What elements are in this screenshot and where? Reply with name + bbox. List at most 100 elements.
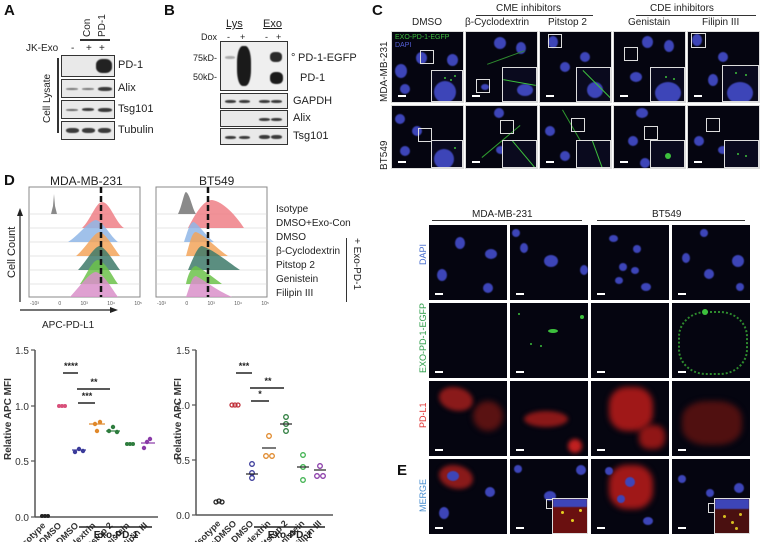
svg-text:**: **: [90, 377, 98, 387]
legend-item: Filipin III: [276, 288, 314, 299]
svg-text:1.5: 1.5: [176, 346, 190, 357]
y-axis-label: Cell Count: [6, 226, 18, 278]
x-tick: -10³: [157, 301, 166, 307]
micrograph-mda-pitstop2: [539, 31, 612, 103]
cell-lysate-bracket: [57, 58, 59, 133]
group-label-exo: Exo: [263, 18, 282, 30]
micrograph-e-dapi-4: [671, 224, 751, 301]
marker-75kd: 75kD-: [193, 53, 218, 63]
group-line-bt549: [597, 220, 745, 221]
micrograph-bt549-pitstop2: [539, 105, 612, 169]
chart-bt549-mfi: 1.5 1.0 0.5 0.0 Relative APC MFI *** ** …: [173, 346, 333, 542]
blot-alix: [61, 79, 115, 98]
legend-item: DMSO+Exo-Con: [276, 218, 351, 229]
row-label-egfp: EXO-PD-1-EGFP: [418, 302, 428, 373]
legend-item: Isotype: [276, 204, 309, 215]
x-tick: 10³: [207, 301, 215, 307]
micrograph-e-egfp-3: [590, 302, 670, 379]
lane-sign: -: [265, 32, 268, 42]
svg-text:0.0: 0.0: [176, 511, 190, 522]
blot-tubulin: [61, 121, 115, 140]
micrograph-bt549-dmso: [391, 105, 464, 169]
x-tick: 0: [185, 301, 189, 307]
column-group-mda: MDA-MB-231: [472, 209, 533, 220]
blot-label: PD-1: [118, 59, 144, 71]
micrograph-e-dapi-1: [428, 224, 508, 301]
group-line-mda: [432, 220, 582, 221]
panel-letter-c: C: [372, 2, 383, 19]
svg-text:0.5: 0.5: [176, 456, 190, 467]
micrograph-bt549-cyclodextrin: [465, 105, 538, 169]
x-ticks-mda: -10³ 0 10³ 10⁴ 10⁵: [30, 301, 142, 307]
x-tick: 10⁵: [261, 301, 269, 307]
micrograph-e-pdl1-1: [428, 380, 508, 457]
panel-letter-a: A: [4, 2, 15, 19]
chart-mda-mfi: 1.5 1.0 0.5 0.0 Relative APC MFI **** **…: [3, 346, 158, 542]
blot-tsg101: [61, 100, 115, 119]
group-header-cme: CME inhibitors: [496, 3, 562, 14]
bracket-label-exo-pd1: + Exo-PD-1: [351, 238, 362, 290]
row-label-dapi: DAPI: [418, 243, 428, 265]
blot-pd1: [61, 55, 115, 77]
legend-item: Pitstop 2: [276, 260, 315, 271]
lane-sign: +: [240, 32, 246, 42]
group-label-cell-lysate: Cell Lysate: [42, 73, 53, 123]
row-label-merge: MERGE: [418, 478, 428, 512]
blot-tsg101-b: [220, 128, 288, 145]
x-tick: 10⁴: [234, 301, 242, 307]
lane-sign: -: [227, 32, 230, 42]
row-label-mda: MDA-MB-231: [379, 41, 390, 102]
group-header-cde: CDE inhibitors: [650, 3, 714, 14]
svg-text:Exo-PD-1: Exo-PD-1: [268, 530, 313, 541]
row-label-dox: Dox: [201, 32, 218, 42]
micrograph-e-dapi-3: [590, 224, 670, 301]
lane-header-pd1: PD-1: [97, 14, 108, 37]
histogram-legend: Isotype DMSO+Exo-Con DMSO β-Cyclodextrin…: [276, 203, 351, 301]
cde-header-line: [636, 15, 756, 16]
micrograph-e-merge-3: [590, 458, 670, 535]
svg-text:Relative APC MFI: Relative APC MFI: [3, 378, 14, 460]
blot-label: Tsg101: [118, 103, 154, 115]
row-label-jk-exo: JK-Exo: [26, 43, 59, 54]
micrograph-e-egfp-1: [428, 302, 508, 379]
column-header: DMSO: [412, 17, 442, 28]
row-label-bt549: BT549: [379, 140, 390, 170]
legend-item: DMSO: [276, 232, 306, 243]
column-group-bt549: BT549: [652, 209, 682, 220]
panel-letter-e: E: [397, 462, 408, 479]
blot-label: GAPDH: [293, 95, 333, 107]
column-header: Genistain: [628, 17, 671, 28]
micrograph-e-dapi-2: [509, 224, 589, 301]
svg-text:1.0: 1.0: [15, 402, 29, 413]
x-tick: -10³: [30, 301, 39, 307]
micrograph-e-egfp-4: [671, 302, 751, 379]
egfp-marker-symbol: °: [291, 52, 296, 64]
svg-text:1.0: 1.0: [176, 401, 190, 412]
blot-label: Tsg101: [293, 130, 329, 142]
svg-text:Exo-PD-1: Exo-PD-1: [94, 530, 139, 541]
x-tick: 10⁵: [134, 301, 142, 307]
flow-histograms: [17, 186, 268, 313]
x-tick: 0: [58, 301, 62, 307]
micrograph-mda-filipin: [687, 31, 760, 103]
blot-label: Tubulin: [118, 124, 154, 136]
svg-text:*: *: [258, 389, 262, 399]
lane-header-con: Con: [82, 18, 93, 37]
blot-gapdh: [220, 93, 288, 109]
micrograph-mda-dmso: EXO-PD-1-EGFP DAPI: [391, 31, 464, 103]
column-header: Filipin III: [702, 17, 740, 28]
mfi-scatter-charts: 1.5 1.0 0.5 0.0 Relative APC MFI **** **…: [3, 346, 333, 542]
svg-text:***: ***: [239, 361, 250, 371]
legend-item: Genistein: [276, 274, 319, 285]
column-header: Pitstop 2: [548, 17, 587, 28]
row-label-pdl1: PD-L1: [418, 402, 428, 428]
micrograph-e-merge-1: [428, 458, 508, 535]
histogram-title-bt549: BT549: [199, 174, 235, 188]
lane-sign: +: [276, 32, 282, 42]
x-tick: 10⁴: [107, 301, 115, 307]
legend-item: β-Cyclodextrin: [276, 246, 341, 257]
blot-pd1-egfp: [220, 41, 288, 91]
lane-sign: -: [71, 43, 75, 54]
column-header: β-Cyclodextrin: [465, 17, 530, 28]
micrograph-mda-cyclodextrin: [465, 31, 538, 103]
